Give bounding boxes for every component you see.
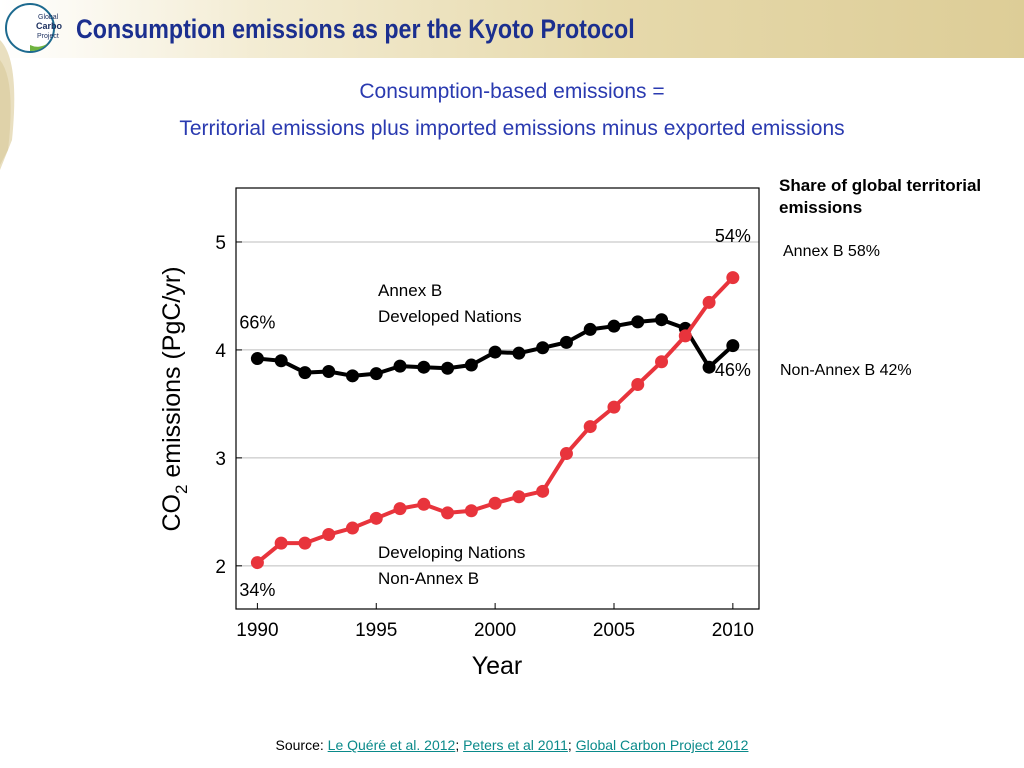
logo-text-project: Project (37, 33, 59, 40)
series-label-annexb-line1: Annex B (378, 281, 442, 300)
data-point (536, 484, 550, 498)
share-annotation: 54% (715, 226, 751, 246)
data-point (702, 360, 716, 374)
data-point (583, 420, 597, 434)
data-point (322, 528, 336, 542)
data-point (464, 358, 478, 372)
data-point (559, 447, 573, 461)
grid-layer (236, 241, 759, 567)
data-point (464, 504, 478, 518)
data-point (607, 400, 621, 414)
x-tick-label: 1995 (355, 620, 397, 641)
y-axis-label: CO2 emissions (PgC/yr) (158, 266, 191, 531)
global-carbon-project-logo: Global Carbon Project (5, 3, 62, 53)
x-tick-layer: 1990 1995 2000 2005 2010 (236, 603, 754, 641)
source-link-le-quere[interactable]: Le Quéré et al. 2012 (327, 737, 456, 753)
y-tick-layer: 2 3 4 5 (215, 233, 242, 578)
share-annotation: 66% (239, 312, 275, 332)
data-point (369, 511, 383, 525)
data-point (512, 490, 526, 504)
data-point (298, 536, 312, 550)
source-link-peters[interactable]: Peters et al 2011 (463, 737, 568, 753)
logo-text-carbon: Carbon (36, 21, 62, 31)
data-point (726, 339, 740, 353)
data-point (393, 359, 407, 373)
data-point (655, 313, 669, 327)
source-separator-1: ; (455, 737, 464, 753)
series-layer (250, 271, 740, 570)
subtitle-line-2: Territorial emissions plus imported emis… (179, 117, 845, 140)
data-point (726, 271, 740, 285)
data-point (345, 369, 359, 383)
data-point (369, 367, 383, 381)
plot-frame (235, 187, 760, 610)
y-axis-label-suffix: emissions (PgC/yr) (158, 266, 186, 484)
legend-title: Share of global territorial emissions (779, 176, 982, 217)
source-prefix: Source: (275, 737, 328, 753)
data-point (488, 496, 502, 510)
data-point (393, 502, 407, 516)
share-annotation: 34% (239, 580, 275, 600)
x-tick-label: 2000 (474, 620, 516, 641)
data-point (655, 355, 669, 369)
source-separator-2: ; (567, 737, 576, 753)
data-point (417, 360, 431, 374)
series-1 (250, 271, 740, 570)
data-point (631, 377, 645, 391)
data-point (607, 319, 621, 333)
legend-annex-b: Annex B 58% (783, 243, 880, 260)
data-point (345, 521, 359, 535)
annotation-layer: 66% 34% 54% 46% (239, 226, 750, 600)
data-point (512, 346, 526, 360)
data-point (536, 341, 550, 355)
share-annotation: 46% (715, 360, 751, 380)
source-line: Source: Le Quéré et al. 2012; Peters et … (0, 737, 1024, 753)
subtitle-line-1: Consumption-based emissions = (359, 80, 665, 103)
series-label-annexb-line2: Developed Nations (378, 307, 522, 326)
series-label-nonannexb-line2: Non-Annex B (378, 569, 479, 588)
series-0 (250, 313, 740, 383)
data-point (322, 365, 336, 379)
y-tick-label: 4 (215, 341, 226, 362)
decorative-swoosh (0, 40, 15, 170)
x-tick-label: 1990 (236, 620, 278, 641)
data-point (250, 352, 264, 366)
data-point (631, 315, 645, 329)
source-link-gcp[interactable]: Global Carbon Project 2012 (575, 737, 749, 753)
data-point (274, 354, 288, 368)
data-point (250, 556, 264, 570)
data-point (583, 322, 597, 336)
x-tick-label: 2005 (593, 620, 635, 641)
header-band (0, 0, 1024, 58)
y-tick-label: 5 (215, 233, 226, 254)
data-point (417, 497, 431, 511)
data-point (274, 536, 288, 550)
series-label-nonannexb-line1: Developing Nations (378, 543, 525, 562)
y-tick-label: 3 (215, 449, 226, 470)
x-tick-label: 2010 (712, 620, 754, 641)
data-point (678, 329, 692, 343)
y-axis-label-prefix: CO (158, 494, 186, 532)
legend-non-annex-b: Non-Annex B 42% (780, 362, 912, 379)
y-tick-label: 2 (215, 557, 226, 578)
y-axis-label-subscript: 2 (172, 485, 191, 494)
data-point (298, 366, 312, 380)
data-point (441, 506, 455, 520)
data-point (441, 361, 455, 375)
x-axis-label: Year (472, 652, 523, 680)
slide-title: Consumption emissions as per the Kyoto P… (76, 14, 635, 44)
data-point (559, 335, 573, 349)
logo-text-global: Global (38, 14, 59, 21)
data-point (702, 295, 716, 309)
data-point (488, 345, 502, 359)
